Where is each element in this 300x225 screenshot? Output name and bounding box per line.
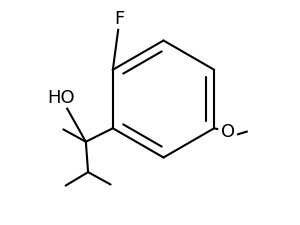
Text: O: O (220, 123, 235, 141)
Text: F: F (115, 10, 125, 28)
Text: HO: HO (47, 89, 75, 107)
